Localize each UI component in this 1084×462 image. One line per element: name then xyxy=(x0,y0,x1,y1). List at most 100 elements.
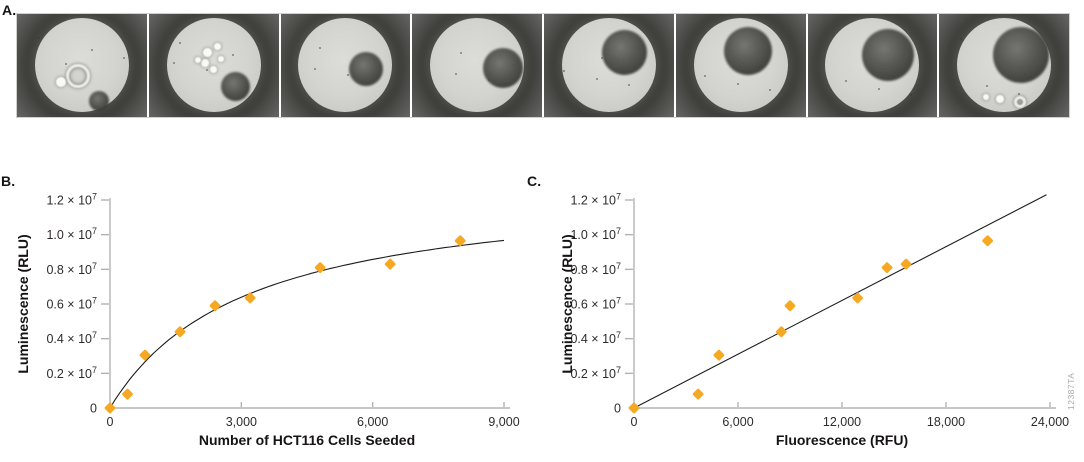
panel-b-label: B. xyxy=(1,173,16,189)
x-axis-title: Number of HCT116 Cells Seeded xyxy=(199,432,415,448)
data-point-diamond xyxy=(982,235,994,247)
bubble-ring xyxy=(1013,95,1026,108)
data-point-diamond xyxy=(784,300,796,312)
debris-speck xyxy=(910,94,912,97)
figure-id-watermark: 12387TA xyxy=(1066,372,1076,410)
bubble xyxy=(56,76,67,87)
data-point-diamond xyxy=(209,300,221,312)
y-tick-label: 1.2 × 107 xyxy=(570,192,621,208)
well-image-1 xyxy=(17,14,147,117)
debris-speck xyxy=(319,46,322,49)
axes xyxy=(625,198,1056,409)
spheroid xyxy=(861,29,914,82)
bubble xyxy=(195,57,202,64)
well-image-8 xyxy=(939,14,1069,117)
well-image-2 xyxy=(148,14,279,117)
well-image-3 xyxy=(280,14,411,117)
debris-speck xyxy=(628,84,631,87)
bubble xyxy=(210,66,218,74)
well-image-5 xyxy=(544,14,674,117)
y-tick-label: 0 xyxy=(614,402,621,416)
x-tick-label: 3,000 xyxy=(226,415,257,429)
well-image-4 xyxy=(412,14,542,117)
data-point-diamond xyxy=(139,349,151,361)
spheroid xyxy=(724,27,773,76)
data-point-diamond xyxy=(852,292,864,304)
x-tick-label: 9,000 xyxy=(488,415,519,429)
debris-speck xyxy=(1018,93,1021,96)
x-tick-label: 24,000 xyxy=(1031,415,1069,429)
data-point-diamond xyxy=(713,349,725,361)
fit-saturation-curve xyxy=(109,239,505,409)
debris-speck xyxy=(736,83,739,85)
tick-labels: 0 0.2 × 107 0.4 × 107 0.6 × 107 0.8 × 107 1.0… xyxy=(46,192,519,430)
y-tick-label: 0.6 × 107 xyxy=(570,296,621,312)
debris-speck xyxy=(178,41,181,44)
panel-a-label: A. xyxy=(2,2,17,18)
debris-speck xyxy=(90,49,93,52)
data-point-diamond xyxy=(881,262,893,274)
y-tick-label: 1.2 × 107 xyxy=(46,192,97,208)
spheroid xyxy=(483,47,524,88)
fit-linear-curve xyxy=(633,194,1047,409)
x-tick-label: 18,000 xyxy=(927,415,965,429)
debris-speck xyxy=(595,77,598,80)
y-tick-label: 0.2 × 107 xyxy=(570,365,621,381)
x-tick-label: 0 xyxy=(631,415,638,429)
debris-speck xyxy=(563,69,566,72)
data-point-diamond xyxy=(174,326,186,338)
tick-labels: 0 0.2 × 107 0.4 × 107 0.6 × 107 0.8 × 107 1.0… xyxy=(570,192,1069,430)
y-tick-label: 0 xyxy=(90,402,97,416)
debris-speck xyxy=(704,74,707,77)
spheroid-image-strip xyxy=(16,13,1070,118)
debris-speck xyxy=(37,36,40,39)
data-point-diamond xyxy=(122,388,133,400)
well-circle xyxy=(166,18,261,112)
bubble xyxy=(982,94,989,101)
y-tick-label: 0.4 × 107 xyxy=(570,330,621,346)
debris-speck xyxy=(205,68,208,71)
axes xyxy=(101,198,510,409)
bubble xyxy=(996,95,1005,104)
debris-speck xyxy=(231,54,234,57)
debris-speck xyxy=(314,67,317,70)
data-points xyxy=(628,235,994,414)
x-tick-label: 0 xyxy=(107,415,114,429)
scatter-chart-fluorescence-vs-luminescence: 0 0.2 × 107 0.4 × 107 0.6 × 107 0.8 × 107 1.0… xyxy=(559,192,1069,449)
y-axis-title: Luminescence (RLU) xyxy=(15,234,31,373)
bubble xyxy=(214,43,222,51)
well-image-7 xyxy=(807,14,938,117)
debris-speck xyxy=(877,88,880,91)
y-tick-label: 1.0 × 107 xyxy=(570,226,621,242)
spheroid xyxy=(221,71,251,101)
data-point-diamond xyxy=(104,402,116,414)
data-point-diamond xyxy=(244,292,256,304)
spheroid xyxy=(601,29,647,75)
y-tick-label: 1.0 × 107 xyxy=(46,226,97,242)
bubble xyxy=(200,59,209,68)
data-point-diamond xyxy=(314,262,326,274)
bubble xyxy=(218,56,225,63)
debris-speck xyxy=(65,63,67,66)
x-axis-title: Fluorescence (RFU) xyxy=(776,432,908,448)
x-tick-label: 12,000 xyxy=(823,415,861,429)
debris-speck xyxy=(985,85,988,88)
y-tick-label: 0.6 × 107 xyxy=(46,296,97,312)
y-tick-label: 0.2 × 107 xyxy=(46,365,97,381)
y-tick-label: 0.8 × 107 xyxy=(46,261,97,277)
well-image-6 xyxy=(675,14,806,117)
debris-speck xyxy=(460,52,463,55)
data-point-diamond xyxy=(900,258,912,270)
x-tick-label: 6,000 xyxy=(357,415,388,429)
data-points xyxy=(104,235,466,414)
data-point-diamond xyxy=(775,326,787,338)
spheroid xyxy=(992,27,1049,84)
spheroid xyxy=(349,51,384,86)
spheroid xyxy=(88,90,109,111)
debris-speck xyxy=(769,89,772,92)
data-point-diamond xyxy=(692,388,704,400)
bubble xyxy=(202,47,212,57)
debris-speck xyxy=(455,72,458,75)
y-tick-label: 0.4 × 107 xyxy=(46,330,97,346)
